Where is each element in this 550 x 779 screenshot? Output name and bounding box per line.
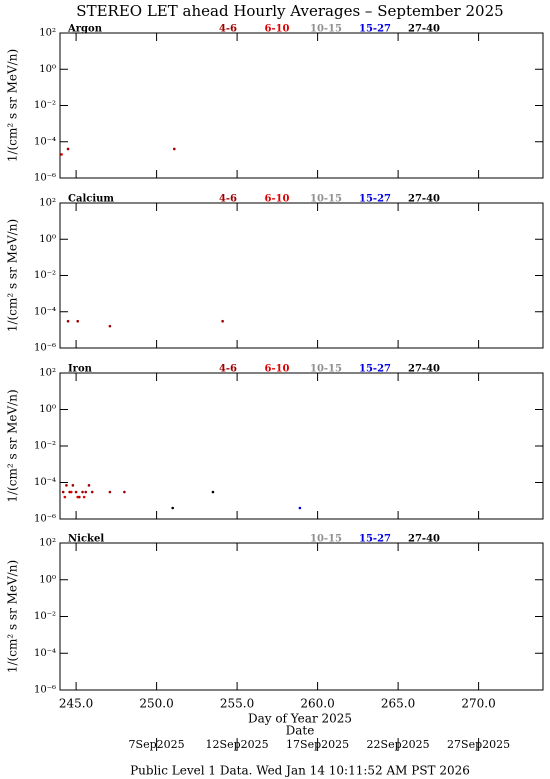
plot-frame <box>59 202 544 349</box>
data-point <box>69 490 73 494</box>
legend-entry: 6-10 <box>264 364 289 375</box>
x-axis-label: Day of Year 2025 <box>248 712 352 726</box>
legend-entry: 15-27 <box>359 24 391 35</box>
data-point <box>76 495 80 499</box>
legend-entry: 15-27 <box>359 364 391 375</box>
data-point <box>81 490 84 494</box>
y-axis-label: 1/(cm² s sr MeV/n) <box>6 49 20 162</box>
data-point <box>71 484 75 487</box>
y-tick-label: 10⁰ <box>39 574 56 585</box>
y-tick-label: 10² <box>39 368 56 379</box>
x-tick-label: 255.0 <box>220 697 254 711</box>
panel-label: Argon <box>67 24 103 35</box>
y-tick-label: 10⁻⁶ <box>34 173 56 184</box>
plot-frame <box>59 32 544 179</box>
y-tick-label: 10⁻² <box>34 611 56 622</box>
y-tick-label: 10⁻⁶ <box>34 685 56 696</box>
y-tick-label: 10⁰ <box>39 234 56 245</box>
y-tick-label: 10⁻² <box>34 270 56 281</box>
x-tick-label: 270.0 <box>461 697 495 711</box>
data-point <box>171 506 174 510</box>
legend-entry: 15-27 <box>359 534 391 545</box>
data-point <box>74 490 78 494</box>
y-axis-label: 1/(cm² s sr MeV/n) <box>6 560 20 673</box>
x-tick-label: 265.0 <box>381 697 415 711</box>
legend-entry: 10-15 <box>310 534 342 545</box>
footer: Public Level 1 Data. Wed Jan 14 10:11:52… <box>130 764 470 778</box>
y-tick-label: 10² <box>39 198 56 209</box>
legend-entry: 27-40 <box>408 194 440 205</box>
plot-frame <box>59 542 544 691</box>
x-tick-label: 250.0 <box>139 697 173 711</box>
date-tick-label: 17Sep2025 <box>286 738 349 751</box>
data-point <box>76 319 80 323</box>
legend-entry: 27-40 <box>408 364 440 375</box>
legend-entry: 6-10 <box>264 194 289 205</box>
y-tick-label: 10⁻⁴ <box>34 136 56 147</box>
x-tick-label: 260.0 <box>300 697 334 711</box>
y-tick-label: 10⁻⁴ <box>34 648 56 659</box>
legend-entry: 4-6 <box>219 364 237 375</box>
panel-label: Calcium <box>68 194 114 205</box>
legend-entry: 15-27 <box>359 194 391 205</box>
x-tick-label: 245.0 <box>59 697 93 711</box>
data-point <box>84 490 88 494</box>
data-point <box>298 506 302 510</box>
data-point <box>66 319 70 323</box>
date-tick-label: 7Sep2025 <box>129 738 185 751</box>
data-point <box>63 495 67 499</box>
legend-entry: 27-40 <box>408 534 440 545</box>
data-point <box>66 147 70 151</box>
chart-title: STEREO LET ahead Hourly Averages – Septe… <box>76 2 503 20</box>
y-tick-label: 10⁻² <box>34 100 56 111</box>
y-axis-label: 1/(cm² s sr MeV/n) <box>6 389 20 502</box>
data-point <box>211 490 215 494</box>
panel-label: Nickel <box>68 534 104 545</box>
plot-frame <box>59 372 544 520</box>
legend-entry: 10-15 <box>310 24 342 35</box>
date-tick-label: 22Sep2025 <box>367 738 430 751</box>
legend-entry: 4-6 <box>219 24 237 35</box>
panel-label: Iron <box>68 364 93 375</box>
data-point <box>60 153 63 156</box>
y-tick-label: 10⁻⁴ <box>34 306 56 317</box>
data-point <box>108 324 112 328</box>
data-point <box>65 484 68 487</box>
data-point <box>108 490 112 494</box>
legend-entry: 27-40 <box>408 24 440 35</box>
data-point <box>173 147 176 151</box>
date-tick-label: 27Sep2025 <box>447 738 510 751</box>
legend-entry: 10-15 <box>310 364 342 375</box>
legend-entry: 10-15 <box>310 194 342 205</box>
y-tick-label: 10⁰ <box>39 404 56 415</box>
date-tick-label: 12Sep2025 <box>206 738 269 751</box>
y-tick-label: 10² <box>39 28 56 39</box>
data-point <box>61 490 65 494</box>
data-point <box>82 495 86 499</box>
y-tick-label: 10⁻² <box>34 441 56 452</box>
y-tick-label: 10⁰ <box>39 64 56 75</box>
y-tick-label: 10² <box>39 538 56 549</box>
legend-entry: 6-10 <box>264 24 289 35</box>
date-axis-label: Date <box>286 724 315 738</box>
y-tick-label: 10⁻⁶ <box>34 343 56 354</box>
data-point <box>221 319 224 323</box>
y-axis-label: 1/(cm² s sr MeV/n) <box>6 219 20 332</box>
legend-entry: 4-6 <box>219 194 237 205</box>
y-tick-label: 10⁻⁴ <box>34 477 56 488</box>
data-point <box>87 484 91 487</box>
data-point <box>123 490 126 494</box>
data-point <box>90 490 94 494</box>
y-tick-label: 10⁻⁶ <box>34 514 56 525</box>
